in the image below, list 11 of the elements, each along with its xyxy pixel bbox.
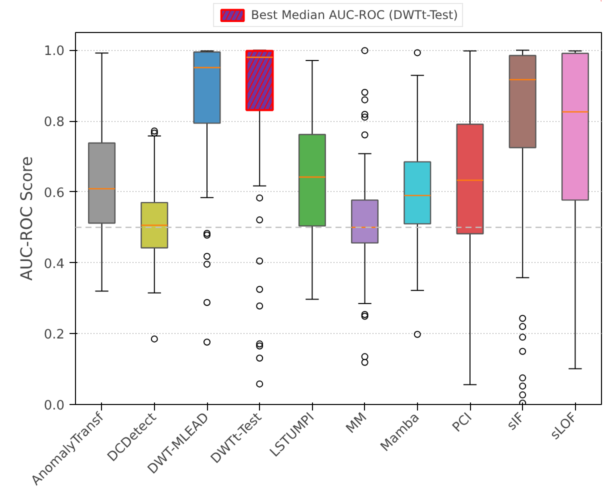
- y-tick-label: 0.2: [44, 328, 65, 343]
- legend-label: Best Median AUC-ROC (DWTt-Test): [251, 8, 458, 22]
- y-tick-label: 0.6: [44, 186, 65, 201]
- y-axis-title: AUC-ROC Score: [16, 156, 36, 281]
- x-tick-label: MM: [344, 410, 370, 437]
- y-tick-label: 0.8: [44, 115, 65, 130]
- y-tick-label: 0.0: [44, 398, 65, 414]
- y-tick-label: 1.0: [44, 44, 65, 60]
- x-tick-label: sIF: [504, 410, 528, 434]
- y-tick-label: 0.4: [44, 256, 65, 272]
- x-tick-label: PCI: [450, 410, 476, 436]
